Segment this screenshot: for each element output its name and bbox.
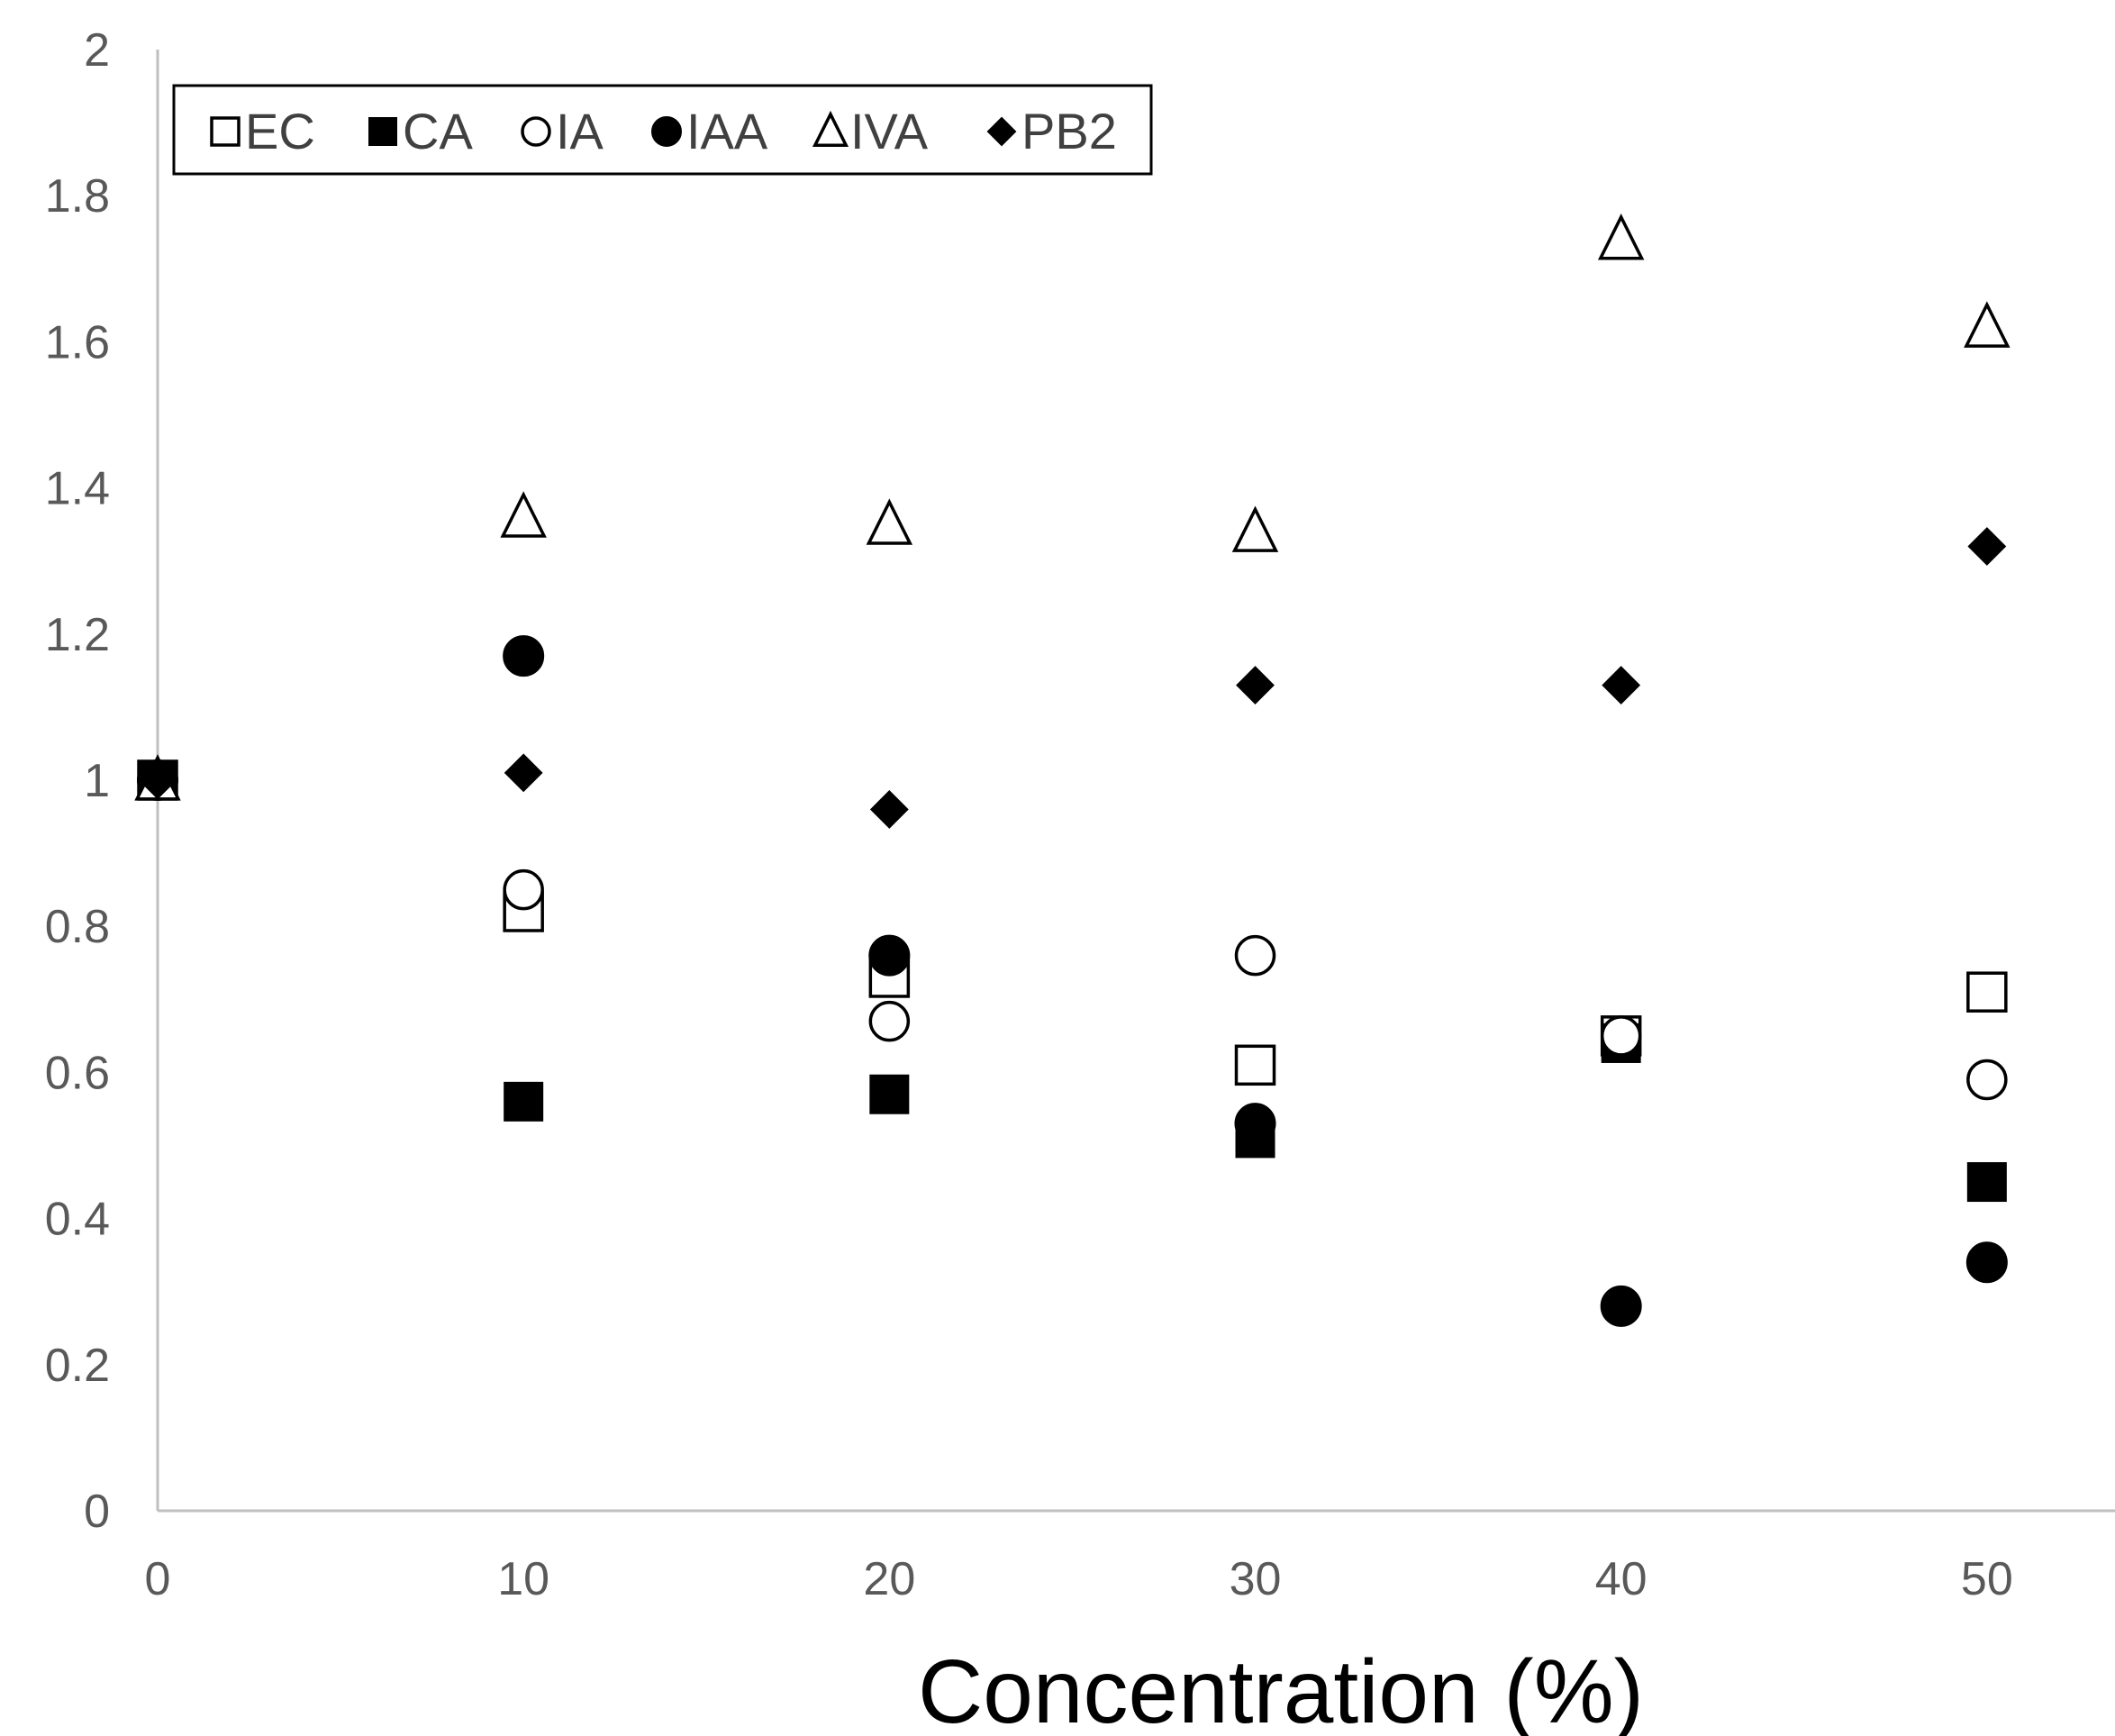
legend-label-iaa: IAA bbox=[686, 103, 768, 159]
y-tick-label: 1 bbox=[84, 755, 110, 807]
legend-marker-pb2 bbox=[986, 116, 1017, 147]
y-tick-label: 2 bbox=[84, 24, 110, 77]
y-tick-label: 0.8 bbox=[45, 901, 110, 953]
data-point-pb2 bbox=[138, 760, 177, 800]
x-tick-label: 30 bbox=[1230, 1553, 1282, 1605]
y-tick-label: 1.6 bbox=[45, 316, 110, 368]
data-point-iaa bbox=[1600, 1285, 1642, 1327]
x-tick-label: 40 bbox=[1595, 1553, 1648, 1605]
legend-marker-ia bbox=[521, 116, 551, 147]
y-tick-label: 0.2 bbox=[45, 1340, 110, 1392]
x-tick-labels: 0 10 20 30 40 50 bbox=[145, 1553, 2013, 1605]
data-point-iaa bbox=[868, 934, 911, 977]
x-tick-label: 0 bbox=[145, 1553, 171, 1605]
y-tick-label: 1.8 bbox=[45, 170, 110, 223]
data-point-iva bbox=[1597, 214, 1645, 260]
data-point-iaa bbox=[1965, 1241, 2008, 1284]
data-point-ia bbox=[1600, 1015, 1642, 1057]
data-point-pb2 bbox=[1236, 666, 1275, 704]
y-tick-label: 0.4 bbox=[45, 1194, 110, 1246]
data-point-ca bbox=[1966, 1162, 2007, 1203]
legend-label-pb2: PB2 bbox=[1021, 103, 1117, 159]
x-tick-label: 50 bbox=[1961, 1553, 2013, 1605]
x-tick-label: 20 bbox=[863, 1553, 915, 1605]
data-point-pb2 bbox=[869, 790, 909, 829]
y-tick-label: 0.6 bbox=[45, 1047, 110, 1099]
x-axis-title: Concentration (%) bbox=[918, 1641, 1644, 1736]
data-point-ca bbox=[504, 1081, 544, 1122]
data-point-iva bbox=[1964, 301, 2011, 348]
legend-marker-iva bbox=[812, 110, 849, 147]
data-point-pb2 bbox=[1967, 527, 2007, 566]
legend: EC CA IA IAA IVA PB2 bbox=[172, 84, 1153, 176]
legend-marker-ec bbox=[210, 116, 241, 147]
data-point-ec bbox=[1234, 1044, 1276, 1086]
data-markers bbox=[134, 214, 2011, 1327]
x-tick-label: 10 bbox=[497, 1553, 549, 1605]
legend-marker-ca bbox=[368, 117, 397, 146]
legend-label-ia: IA bbox=[556, 103, 604, 159]
data-point-pb2 bbox=[504, 753, 543, 793]
data-point-ia bbox=[1966, 1059, 2008, 1101]
y-tick-label: 1.2 bbox=[45, 609, 110, 661]
data-point-ia bbox=[503, 868, 544, 911]
y-tick-label: 1.4 bbox=[45, 463, 110, 515]
legend-label-ca: CA bbox=[403, 103, 473, 159]
data-point-iaa bbox=[1234, 1103, 1276, 1145]
data-point-ca bbox=[869, 1074, 910, 1114]
legend-label-ec: EC bbox=[245, 103, 315, 159]
data-point-iva bbox=[500, 491, 547, 538]
legend-label-iva: IVA bbox=[850, 103, 929, 159]
data-point-ec bbox=[1966, 971, 2008, 1013]
axes bbox=[156, 50, 2115, 1513]
data-point-iaa bbox=[503, 635, 545, 677]
y-tick-label: 0 bbox=[84, 1486, 110, 1538]
data-point-pb2 bbox=[1602, 666, 1641, 704]
data-point-ia bbox=[1234, 934, 1276, 977]
data-point-iva bbox=[866, 498, 913, 545]
data-point-iva bbox=[1231, 505, 1279, 552]
legend-marker-iaa bbox=[651, 116, 682, 147]
y-tick-labels: 0 0.2 0.4 0.6 0.8 1 1.2 1.4 1.6 1.8 2 bbox=[45, 24, 110, 1538]
data-point-ia bbox=[868, 1000, 911, 1042]
